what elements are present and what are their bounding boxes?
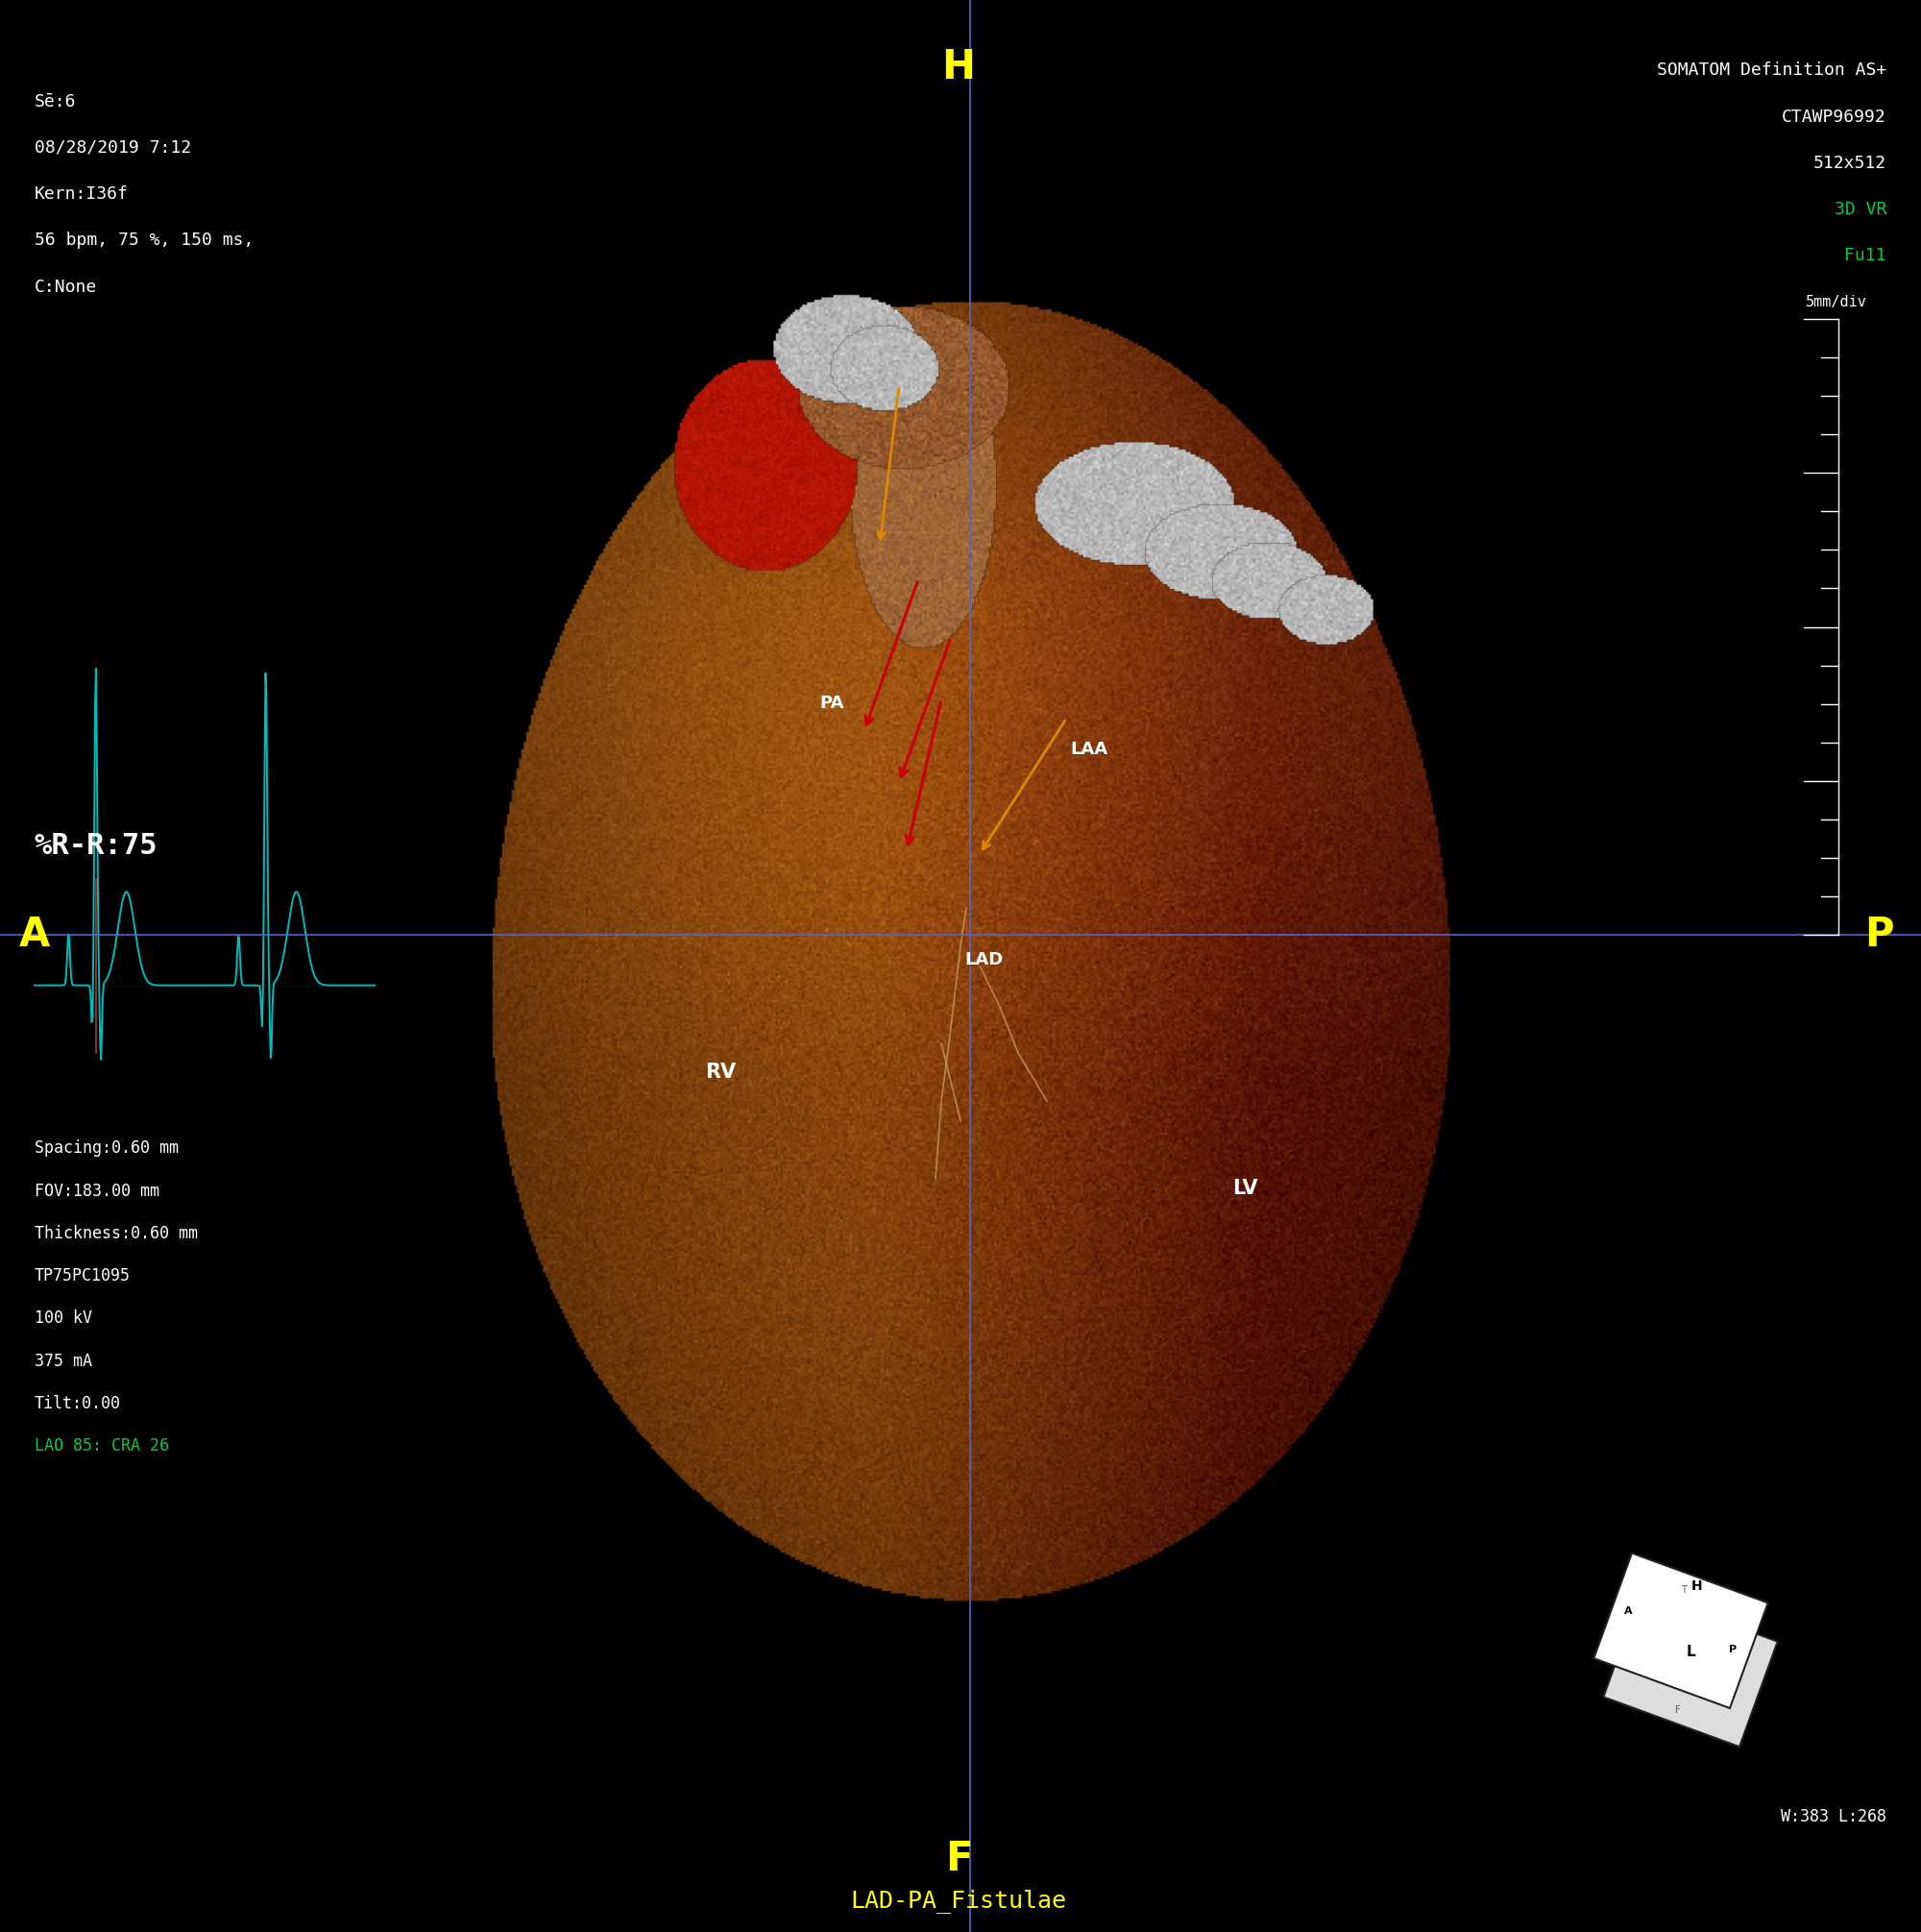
Text: 375 mA: 375 mA bbox=[35, 1352, 92, 1370]
Polygon shape bbox=[1604, 1592, 1777, 1747]
Text: Spacing:0.60 mm: Spacing:0.60 mm bbox=[35, 1140, 179, 1157]
Text: P: P bbox=[1729, 1644, 1737, 1654]
Text: FOV:183.00 mm: FOV:183.00 mm bbox=[35, 1182, 159, 1200]
Text: SOMATOM Definition AS+: SOMATOM Definition AS+ bbox=[1656, 62, 1886, 79]
Text: A: A bbox=[19, 916, 50, 954]
Text: P: P bbox=[1863, 916, 1894, 954]
Text: LV: LV bbox=[1231, 1179, 1258, 1198]
Text: %R-R:75: %R-R:75 bbox=[35, 833, 158, 860]
Text: 512x512: 512x512 bbox=[1813, 155, 1886, 172]
Text: 5mm/div: 5mm/div bbox=[1806, 296, 1867, 309]
Text: LAO 85: CRA 26: LAO 85: CRA 26 bbox=[35, 1437, 169, 1455]
Text: T: T bbox=[1681, 1584, 1687, 1594]
Text: 3D VR: 3D VR bbox=[1835, 201, 1886, 218]
Text: C:None: C:None bbox=[35, 278, 98, 296]
Text: 56 bpm, 75 %, 150 ms,: 56 bpm, 75 %, 150 ms, bbox=[35, 232, 254, 249]
Text: A: A bbox=[1625, 1607, 1633, 1617]
Text: L: L bbox=[1687, 1644, 1696, 1660]
Text: F: F bbox=[1675, 1706, 1681, 1716]
Text: LAD-PA_Fistulae: LAD-PA_Fistulae bbox=[851, 1889, 1066, 1913]
Polygon shape bbox=[1594, 1553, 1767, 1708]
Text: PA: PA bbox=[820, 696, 843, 711]
Text: H: H bbox=[1690, 1580, 1702, 1594]
Text: LAA: LAA bbox=[1070, 742, 1108, 757]
Text: Tilt:0.00: Tilt:0.00 bbox=[35, 1395, 121, 1412]
Text: Thickness:0.60 mm: Thickness:0.60 mm bbox=[35, 1225, 198, 1242]
Text: Sē:6: Sē:6 bbox=[35, 93, 77, 110]
Text: Fu11: Fu11 bbox=[1844, 247, 1886, 265]
Text: H: H bbox=[941, 48, 976, 87]
Text: CTAWP96992: CTAWP96992 bbox=[1783, 108, 1886, 126]
Text: TP75PC1095: TP75PC1095 bbox=[35, 1267, 131, 1285]
Text: Kern:I36f: Kern:I36f bbox=[35, 185, 129, 203]
Text: 08/28/2019 7:12: 08/28/2019 7:12 bbox=[35, 139, 192, 156]
Text: LAD: LAD bbox=[964, 952, 1003, 968]
Text: W:383 L:268: W:383 L:268 bbox=[1781, 1808, 1886, 1826]
Text: 100 kV: 100 kV bbox=[35, 1310, 92, 1327]
Text: F: F bbox=[945, 1839, 972, 1878]
Text: RV: RV bbox=[705, 1063, 736, 1082]
